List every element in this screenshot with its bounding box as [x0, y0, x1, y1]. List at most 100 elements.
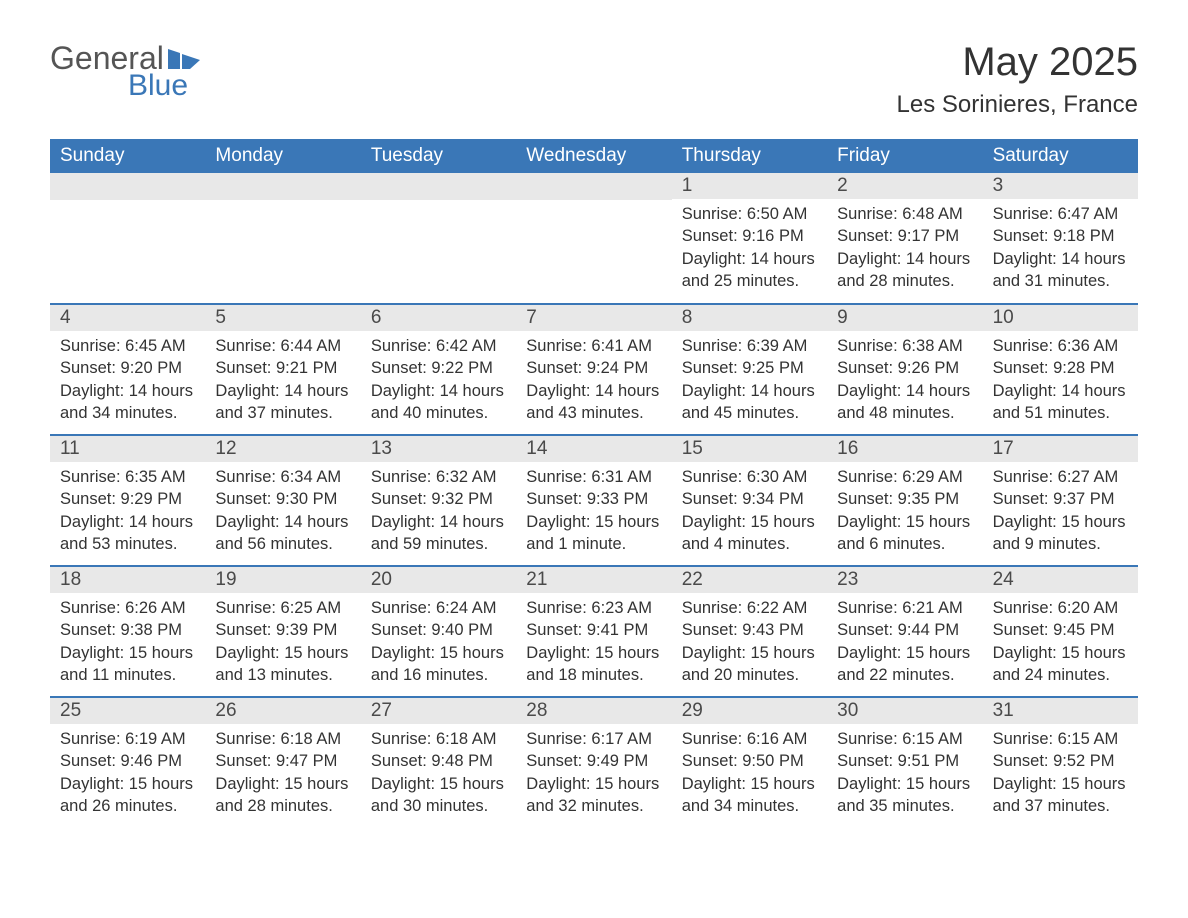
day-number: 25: [50, 698, 205, 724]
day-number: 14: [516, 436, 671, 462]
day-cell: 13Sunrise: 6:32 AMSunset: 9:32 PMDayligh…: [361, 434, 516, 565]
week-row: 1Sunrise: 6:50 AMSunset: 9:16 PMDaylight…: [50, 173, 1138, 303]
sunset-line: Sunset: 9:18 PM: [993, 225, 1128, 247]
day-cell: 29Sunrise: 6:16 AMSunset: 9:50 PMDayligh…: [672, 696, 827, 827]
day-body: Sunrise: 6:42 AMSunset: 9:22 PMDaylight:…: [361, 331, 516, 434]
title-block: May 2025 Les Sorinieres, France: [897, 40, 1138, 119]
weekday-header-row: SundayMondayTuesdayWednesdayThursdayFrid…: [50, 139, 1138, 173]
day-body: Sunrise: 6:22 AMSunset: 9:43 PMDaylight:…: [672, 593, 827, 696]
sunset-line: Sunset: 9:44 PM: [837, 619, 972, 641]
day-number: 10: [983, 305, 1138, 331]
day-cell: 12Sunrise: 6:34 AMSunset: 9:30 PMDayligh…: [205, 434, 360, 565]
day-body: Sunrise: 6:17 AMSunset: 9:49 PMDaylight:…: [516, 724, 671, 827]
sunrise-line: Sunrise: 6:16 AM: [682, 728, 817, 750]
day-cell: [516, 173, 671, 303]
sunset-line: Sunset: 9:40 PM: [371, 619, 506, 641]
day-body: Sunrise: 6:24 AMSunset: 9:40 PMDaylight:…: [361, 593, 516, 696]
day-number: 5: [205, 305, 360, 331]
day-cell: 31Sunrise: 6:15 AMSunset: 9:52 PMDayligh…: [983, 696, 1138, 827]
day-cell: 1Sunrise: 6:50 AMSunset: 9:16 PMDaylight…: [672, 173, 827, 303]
day-cell: 11Sunrise: 6:35 AMSunset: 9:29 PMDayligh…: [50, 434, 205, 565]
daylight-line: Daylight: 15 hours and 11 minutes.: [60, 642, 195, 687]
weekday-sunday: Sunday: [50, 139, 205, 173]
daylight-line: Daylight: 14 hours and 34 minutes.: [60, 380, 195, 425]
day-cell: [205, 173, 360, 303]
sunset-line: Sunset: 9:16 PM: [682, 225, 817, 247]
day-cell: 9Sunrise: 6:38 AMSunset: 9:26 PMDaylight…: [827, 303, 982, 434]
day-number: 7: [516, 305, 671, 331]
day-number: 11: [50, 436, 205, 462]
day-number: 27: [361, 698, 516, 724]
day-body: [361, 200, 516, 214]
weekday-saturday: Saturday: [983, 139, 1138, 173]
day-cell: [50, 173, 205, 303]
day-body: Sunrise: 6:50 AMSunset: 9:16 PMDaylight:…: [672, 199, 827, 302]
sunset-line: Sunset: 9:25 PM: [682, 357, 817, 379]
day-body: Sunrise: 6:20 AMSunset: 9:45 PMDaylight:…: [983, 593, 1138, 696]
day-body: Sunrise: 6:23 AMSunset: 9:41 PMDaylight:…: [516, 593, 671, 696]
day-number: 20: [361, 567, 516, 593]
day-body: Sunrise: 6:15 AMSunset: 9:51 PMDaylight:…: [827, 724, 982, 827]
daylight-line: Daylight: 15 hours and 26 minutes.: [60, 773, 195, 818]
sunrise-line: Sunrise: 6:26 AM: [60, 597, 195, 619]
day-number: 21: [516, 567, 671, 593]
sunset-line: Sunset: 9:30 PM: [215, 488, 350, 510]
day-body: Sunrise: 6:35 AMSunset: 9:29 PMDaylight:…: [50, 462, 205, 565]
day-number: 31: [983, 698, 1138, 724]
day-body: Sunrise: 6:21 AMSunset: 9:44 PMDaylight:…: [827, 593, 982, 696]
day-cell: 6Sunrise: 6:42 AMSunset: 9:22 PMDaylight…: [361, 303, 516, 434]
day-cell: 19Sunrise: 6:25 AMSunset: 9:39 PMDayligh…: [205, 565, 360, 696]
page-header: General Blue May 2025 Les Sorinieres, Fr…: [50, 40, 1138, 119]
sunrise-line: Sunrise: 6:32 AM: [371, 466, 506, 488]
daylight-line: Daylight: 15 hours and 9 minutes.: [993, 511, 1128, 556]
sunrise-line: Sunrise: 6:47 AM: [993, 203, 1128, 225]
day-body: Sunrise: 6:44 AMSunset: 9:21 PMDaylight:…: [205, 331, 360, 434]
day-number: 6: [361, 305, 516, 331]
day-body: Sunrise: 6:29 AMSunset: 9:35 PMDaylight:…: [827, 462, 982, 565]
day-body: Sunrise: 6:34 AMSunset: 9:30 PMDaylight:…: [205, 462, 360, 565]
day-number: 15: [672, 436, 827, 462]
sunset-line: Sunset: 9:34 PM: [682, 488, 817, 510]
day-number: 4: [50, 305, 205, 331]
day-cell: 21Sunrise: 6:23 AMSunset: 9:41 PMDayligh…: [516, 565, 671, 696]
weekday-wednesday: Wednesday: [516, 139, 671, 173]
day-body: Sunrise: 6:32 AMSunset: 9:32 PMDaylight:…: [361, 462, 516, 565]
sunrise-line: Sunrise: 6:27 AM: [993, 466, 1128, 488]
day-number: 2: [827, 173, 982, 199]
sunset-line: Sunset: 9:22 PM: [371, 357, 506, 379]
sunrise-line: Sunrise: 6:24 AM: [371, 597, 506, 619]
week-row: 4Sunrise: 6:45 AMSunset: 9:20 PMDaylight…: [50, 303, 1138, 434]
day-number: 23: [827, 567, 982, 593]
sunset-line: Sunset: 9:28 PM: [993, 357, 1128, 379]
daylight-line: Daylight: 14 hours and 25 minutes.: [682, 248, 817, 293]
day-body: Sunrise: 6:19 AMSunset: 9:46 PMDaylight:…: [50, 724, 205, 827]
day-number: [361, 173, 516, 200]
sunrise-line: Sunrise: 6:15 AM: [993, 728, 1128, 750]
daylight-line: Daylight: 15 hours and 20 minutes.: [682, 642, 817, 687]
sunrise-line: Sunrise: 6:15 AM: [837, 728, 972, 750]
sunrise-line: Sunrise: 6:20 AM: [993, 597, 1128, 619]
day-body: [516, 200, 671, 214]
week-row: 11Sunrise: 6:35 AMSunset: 9:29 PMDayligh…: [50, 434, 1138, 565]
sunrise-line: Sunrise: 6:29 AM: [837, 466, 972, 488]
sunset-line: Sunset: 9:43 PM: [682, 619, 817, 641]
sunrise-line: Sunrise: 6:42 AM: [371, 335, 506, 357]
daylight-line: Daylight: 14 hours and 28 minutes.: [837, 248, 972, 293]
sunset-line: Sunset: 9:35 PM: [837, 488, 972, 510]
day-cell: 5Sunrise: 6:44 AMSunset: 9:21 PMDaylight…: [205, 303, 360, 434]
day-cell: 3Sunrise: 6:47 AMSunset: 9:18 PMDaylight…: [983, 173, 1138, 303]
sunset-line: Sunset: 9:26 PM: [837, 357, 972, 379]
sunrise-line: Sunrise: 6:38 AM: [837, 335, 972, 357]
week-row: 18Sunrise: 6:26 AMSunset: 9:38 PMDayligh…: [50, 565, 1138, 696]
sunset-line: Sunset: 9:24 PM: [526, 357, 661, 379]
day-body: [205, 200, 360, 214]
day-body: Sunrise: 6:47 AMSunset: 9:18 PMDaylight:…: [983, 199, 1138, 302]
day-number: 8: [672, 305, 827, 331]
sunset-line: Sunset: 9:47 PM: [215, 750, 350, 772]
day-cell: 7Sunrise: 6:41 AMSunset: 9:24 PMDaylight…: [516, 303, 671, 434]
day-cell: 14Sunrise: 6:31 AMSunset: 9:33 PMDayligh…: [516, 434, 671, 565]
logo: General Blue: [50, 40, 202, 103]
day-body: Sunrise: 6:25 AMSunset: 9:39 PMDaylight:…: [205, 593, 360, 696]
day-cell: 4Sunrise: 6:45 AMSunset: 9:20 PMDaylight…: [50, 303, 205, 434]
day-number: 3: [983, 173, 1138, 199]
